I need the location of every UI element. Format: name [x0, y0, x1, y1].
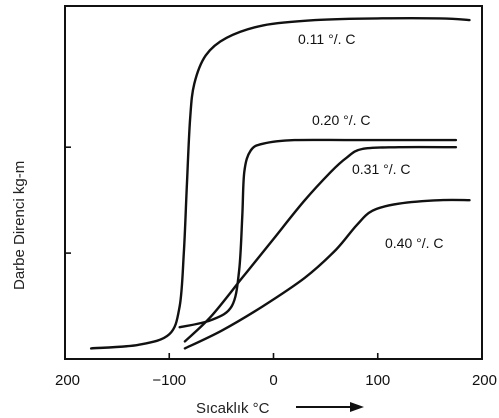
arrow-right-icon — [296, 402, 364, 412]
series-label-0-40: 0.40 °/. C — [385, 235, 444, 251]
series-label-0-20: 0.20 °/. C — [312, 112, 371, 128]
x-tick-label: −100 — [152, 372, 186, 389]
x-tick-label: 100 — [365, 372, 390, 389]
series-line-0 — [89, 16, 471, 350]
series-line-3 — [183, 198, 471, 350]
series-curves — [89, 16, 471, 350]
series-label-0-31: 0.31 °/. C — [352, 161, 411, 177]
x-tick-labels: 200 −100 0 100 200 — [55, 372, 497, 389]
series-line-2 — [183, 145, 458, 343]
x-axis-title: Sıcaklık °C — [196, 400, 270, 417]
y-axis-title: Darbe Direnci kg-m — [11, 161, 28, 290]
plot-frame — [64, 5, 483, 360]
axis-ticks — [64, 146, 483, 359]
x-tick-label: 0 — [269, 372, 277, 389]
x-tick-label: 200 — [472, 372, 497, 389]
x-tick-label: 200 — [55, 372, 80, 389]
series-line-1 — [178, 138, 458, 329]
series-label-0-11: 0.11 °/. C — [298, 31, 355, 47]
